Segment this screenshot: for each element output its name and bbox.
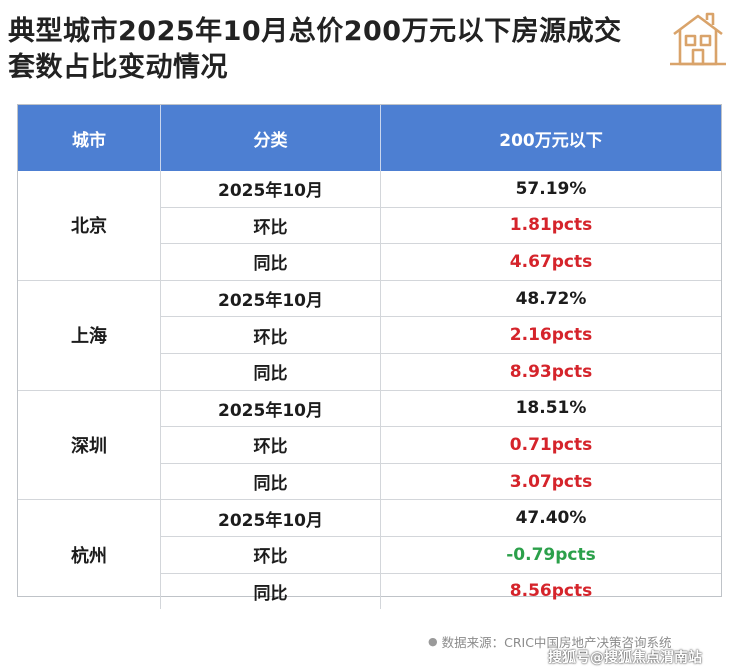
table-row: 杭州 2025年10月 47.40% bbox=[18, 499, 721, 610]
house-icon bbox=[670, 12, 726, 66]
source-note: ● 数据来源：CRIC中国房地产决策咨询系统 bbox=[428, 632, 671, 651]
table-row: 环比 0.71pcts bbox=[18, 426, 721, 464]
source-text: 数据来源：CRIC中国房地产决策咨询系统 bbox=[441, 635, 672, 650]
table-row: 深圳 2025年10月 18.51% bbox=[18, 390, 721, 501]
value-cell: 1.81pcts bbox=[380, 207, 721, 245]
header-value: 200万元以下 bbox=[380, 105, 721, 171]
category-cell: 环比 bbox=[160, 536, 381, 574]
header-category: 分类 bbox=[160, 105, 381, 171]
table-row: 上海 2025年10月 48.72% bbox=[18, 280, 721, 391]
value-cell: 2.16pcts bbox=[380, 316, 721, 354]
watermark: 搜狐号@搜狐焦点渭南站 bbox=[548, 650, 702, 666]
value-cell: 48.72% bbox=[380, 280, 721, 318]
category-cell: 环比 bbox=[160, 316, 381, 354]
value-cell: 18.51% bbox=[380, 390, 721, 428]
city-cell: 上海 bbox=[18, 280, 161, 391]
table-row: 环比 2.16pcts bbox=[18, 316, 721, 354]
value-cell: 3.07pcts bbox=[380, 463, 721, 501]
table-row: 同比 4.67pcts bbox=[18, 243, 721, 281]
value-cell: -0.79pcts bbox=[380, 536, 721, 574]
city-cell: 北京 bbox=[18, 171, 161, 281]
value-cell: 57.19% bbox=[380, 171, 721, 208]
category-cell: 环比 bbox=[160, 207, 381, 245]
category-cell: 2025年10月 bbox=[160, 499, 381, 537]
value-cell: 8.56pcts bbox=[509, 581, 593, 602]
category-cell: 同比 bbox=[160, 573, 381, 610]
category-cell: 2025年10月 bbox=[160, 280, 381, 318]
value-cell: 4.67pcts bbox=[380, 243, 721, 281]
data-table: 城市 分类 200万元以下 北京 2025年10月 57.19% 环比 1.81pcts… bbox=[17, 104, 722, 610]
table-header-row: 城市 分类 200万元以下 bbox=[18, 105, 721, 171]
value-cell: 47.40% bbox=[380, 499, 721, 537]
table-row: 同比 8.93pcts bbox=[18, 353, 721, 391]
value-cell: 0.71pcts bbox=[380, 426, 721, 464]
bullet-icon: ● bbox=[428, 635, 438, 648]
city-cell: 杭州 bbox=[18, 499, 161, 610]
table-row: 同比 8.56pcts bbox=[18, 573, 721, 610]
table-row: 同比 3.07pcts bbox=[18, 463, 721, 501]
category-cell: 2025年10月 bbox=[160, 171, 381, 208]
header-city: 城市 bbox=[18, 105, 161, 171]
category-cell: 同比 bbox=[160, 243, 381, 281]
table-row: 环比 -0.79pcts bbox=[18, 536, 721, 574]
category-cell: 同比 bbox=[160, 353, 381, 391]
category-cell: 2025年10月 bbox=[160, 390, 381, 428]
city-cell: 深圳 bbox=[18, 390, 161, 501]
page-title: 典型城市2025年10月总价200万元以下房源成交套数占比变动情况 bbox=[8, 16, 622, 83]
table-row: 北京 2025年10月 57.19% bbox=[18, 171, 721, 281]
value-cell: 8.93pcts bbox=[380, 353, 721, 391]
category-cell: 同比 bbox=[160, 463, 381, 501]
category-cell: 环比 bbox=[160, 426, 381, 464]
table-row: 环比 1.81pcts bbox=[18, 207, 721, 245]
